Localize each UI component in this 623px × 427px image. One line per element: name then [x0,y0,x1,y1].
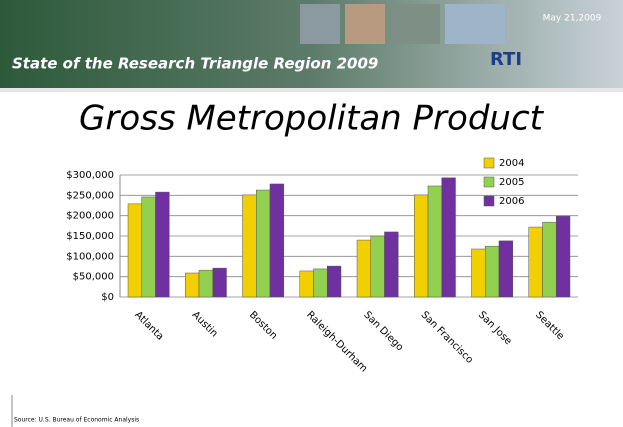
chart-title: Gross Metropolitan Product [79,99,545,139]
y-tick-label: $150,000 [66,231,114,242]
bar [299,270,314,298]
legend-swatch [483,176,495,188]
legend-swatch [483,157,495,169]
bar [370,235,385,298]
bar [427,185,442,298]
y-tick-label: $0 [101,292,114,303]
bar [198,269,213,298]
bar [155,191,170,298]
logo: RTI [490,49,522,70]
bar [542,221,557,298]
bar [127,203,143,298]
bar [528,226,543,298]
bar [269,183,284,298]
legend-label: 2005 [499,177,524,188]
x-tick-label: Boston [247,309,279,341]
y-tick-label: $200,000 [66,211,114,222]
bar [256,189,271,298]
y-tick-label: $100,000 [66,251,114,262]
banner-text: State of the Research Triangle Region 20… [12,55,378,73]
bar [414,194,429,298]
photo [345,4,385,44]
y-tick-label: $50,000 [73,272,114,283]
x-tick-label: San Jose [476,309,514,347]
photo [300,4,340,44]
photo [390,4,440,44]
bar [141,196,156,298]
bar [498,240,513,298]
bar [384,231,399,298]
bar [326,265,342,298]
legend-swatch [483,195,495,207]
legend-label: 2004 [499,158,524,169]
date: May 21,2009 [543,14,602,24]
x-tick-label: Atlanta [132,309,165,342]
bar [555,215,571,298]
y-tick-label: $300,000 [66,170,114,181]
photo [445,4,505,44]
bar [212,267,227,298]
bar [356,239,372,298]
y-tick-label: $250,000 [66,190,114,201]
bar [313,268,328,298]
bar [242,194,257,298]
bar [441,177,456,298]
bar [471,248,486,298]
x-tick-label: Seattle [533,309,566,342]
x-tick-label: Austin [190,309,220,339]
divider [0,88,623,92]
x-tick-label: Raleigh-Durham [304,309,369,374]
legend-label: 2006 [499,196,524,207]
bar [485,245,500,298]
bar [185,272,200,298]
source: Source: U.S. Bureau of Economic Analysis [14,417,139,424]
x-tick-label: San Diego [361,309,405,353]
x-tick-label: San Francisco [419,309,475,365]
